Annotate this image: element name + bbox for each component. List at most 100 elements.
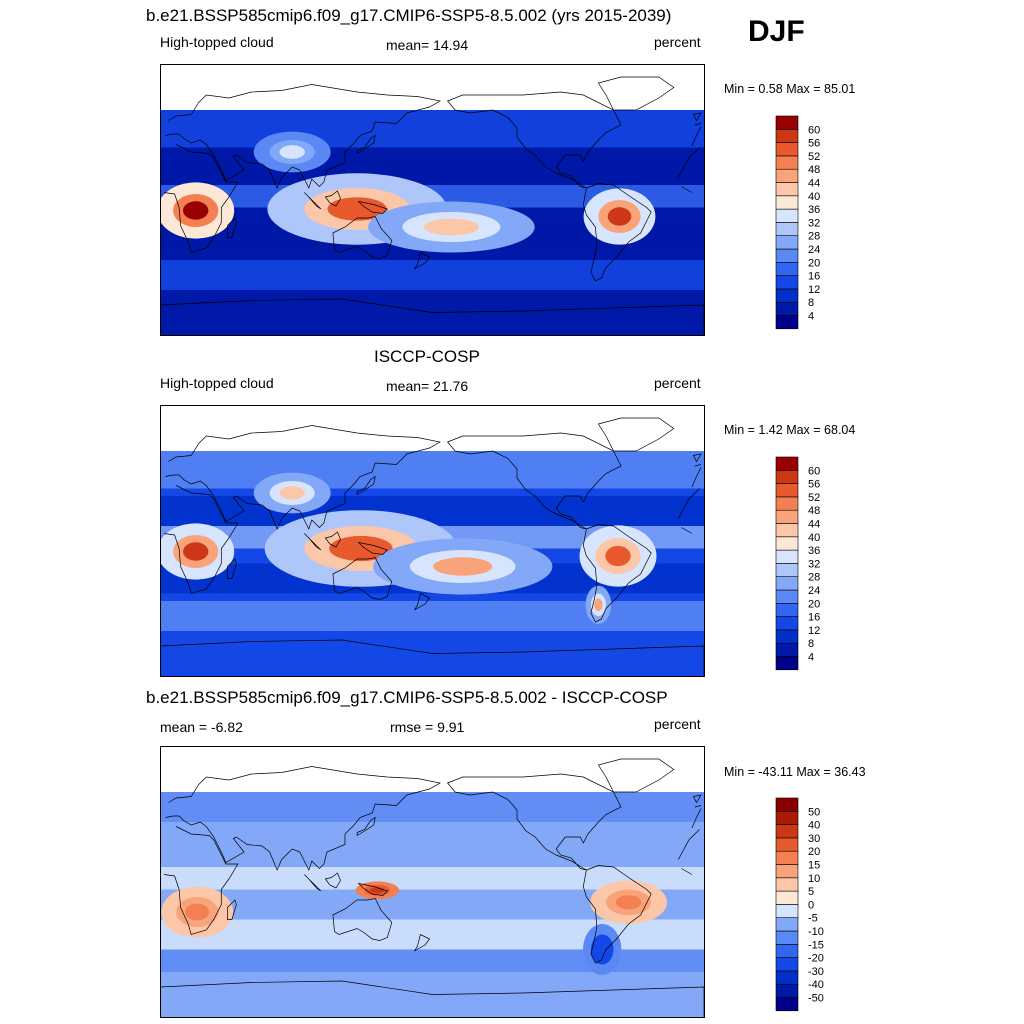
colorbar-box — [775, 275, 799, 290]
panel3-map — [160, 746, 705, 1018]
colorbar-box — [775, 957, 799, 972]
colorbar-tick-label: 28 — [808, 572, 820, 584]
field-band-3 — [161, 949, 704, 972]
colorbar-tick-label: 24 — [808, 585, 820, 597]
coastline — [692, 112, 702, 126]
coastline — [161, 639, 704, 676]
colorbar-box — [775, 496, 799, 511]
colorbar-tick-label: 12 — [808, 625, 820, 637]
coastline — [597, 76, 675, 111]
colorbar-box — [775, 589, 799, 604]
colorbar-box — [775, 797, 799, 812]
coastline — [597, 417, 675, 452]
colorbar-box — [775, 523, 799, 538]
colorbar-box — [775, 129, 799, 143]
coastline — [582, 524, 652, 623]
colorbar-box — [775, 456, 799, 471]
colorbar-box — [775, 983, 799, 998]
season-label: DJF — [748, 15, 805, 48]
field-region-core — [605, 545, 631, 567]
colorbar-box — [775, 470, 799, 484]
colorbar-tick-label: -40 — [808, 979, 824, 991]
panel2-minmax-label: Min = 1.42 Max = 68.04 — [724, 423, 856, 437]
field-region-core — [607, 207, 632, 226]
panel3-units-label: percent — [654, 716, 701, 732]
field-band-0 — [161, 451, 704, 489]
colorbar-box — [775, 603, 799, 617]
coastline — [227, 558, 237, 579]
colorbar-tick-label: 20 — [808, 257, 820, 269]
coastline — [332, 557, 393, 600]
panel1-units-label: percent — [654, 34, 701, 50]
colorbar-tick-label: 52 — [808, 492, 820, 504]
coastline — [324, 872, 341, 889]
colorbar-tick-label: 4 — [808, 311, 814, 323]
panel2-map-canvas — [161, 406, 704, 676]
colorbar-tick-label: 20 — [808, 846, 820, 858]
colorbar-box — [775, 288, 799, 303]
panel1-mean-label: mean= 14.94 — [386, 37, 469, 53]
colorbar-box — [775, 917, 799, 932]
coastline — [163, 485, 700, 594]
coastline — [357, 541, 388, 555]
colorbar-tick-label: 44 — [808, 178, 820, 190]
colorbar-tick-label: -30 — [808, 966, 824, 978]
colorbar-tick-label: 56 — [808, 479, 820, 491]
colorbar-tick-label: 16 — [808, 612, 820, 624]
coastline — [324, 531, 341, 548]
colorbar-box — [775, 483, 799, 498]
panel3-title: b.e21.BSSP585cmip6.f09_g17.CMIP6-SSP5-8.… — [146, 688, 668, 707]
colorbar-box — [775, 850, 799, 865]
colorbar-tick-label: 30 — [808, 833, 820, 845]
panel3-colorbar: -50 -40 -30 -20 -15 -10 -5 0 5 10 15 20 30 40 50 — [775, 797, 836, 1018]
field-band-3 — [161, 496, 704, 526]
colorbar-box — [775, 182, 799, 197]
colorbar-tick-label: 52 — [808, 151, 820, 163]
colorbar-box — [775, 576, 799, 591]
panel2-mean-label: mean= 21.76 — [386, 378, 469, 394]
coastline — [304, 192, 322, 210]
colorbar-box — [775, 656, 799, 671]
panel1-colorbar: 4 8 12 16 20 24 28 32 36 40 44 48 52 56 60 — [775, 115, 836, 336]
colorbar-box — [775, 629, 799, 644]
coastline — [582, 865, 652, 964]
coastline — [356, 475, 376, 496]
colorbar-tick-label: 20 — [808, 598, 820, 610]
coastline — [414, 592, 431, 611]
panel1-minmax-label: Min = 0.58 Max = 85.01 — [724, 82, 856, 96]
colorbar-tick-label: -20 — [808, 953, 824, 965]
coastline — [304, 874, 322, 892]
colorbar-tick-label: 40 — [808, 191, 820, 203]
colorbar-tick-label: -15 — [808, 939, 824, 951]
colorbar-box — [775, 864, 799, 879]
colorbar-box — [775, 930, 799, 945]
field-region-core — [185, 903, 209, 921]
field-region-core — [279, 486, 305, 500]
panel3-mean-label: mean = -6.82 — [160, 719, 243, 735]
panel3-map-canvas — [161, 747, 704, 1017]
field-band-1 — [161, 867, 704, 890]
coastline — [332, 216, 393, 259]
colorbar-tick-label: 44 — [808, 519, 820, 531]
colorbar-box — [775, 837, 799, 852]
field-band-0 — [161, 792, 704, 822]
coastline — [357, 200, 388, 214]
field-region-core — [594, 598, 603, 612]
colorbar-box — [775, 142, 799, 157]
field-region-core — [433, 557, 493, 576]
colorbar-tick-label: 5 — [808, 886, 814, 898]
panel1-map-canvas — [161, 65, 704, 335]
colorbar-box — [775, 509, 799, 524]
colorbar-box — [775, 195, 799, 210]
colorbar-box — [775, 168, 799, 183]
panel2-variable-label: High-topped cloud — [160, 375, 274, 391]
field-band-3 — [161, 155, 704, 185]
colorbar-tick-label: 12 — [808, 284, 820, 296]
colorbar-box — [775, 536, 799, 551]
colorbar-tick-label: -5 — [808, 913, 818, 925]
field-region-core — [327, 197, 387, 221]
colorbar-tick-label: 56 — [808, 138, 820, 150]
